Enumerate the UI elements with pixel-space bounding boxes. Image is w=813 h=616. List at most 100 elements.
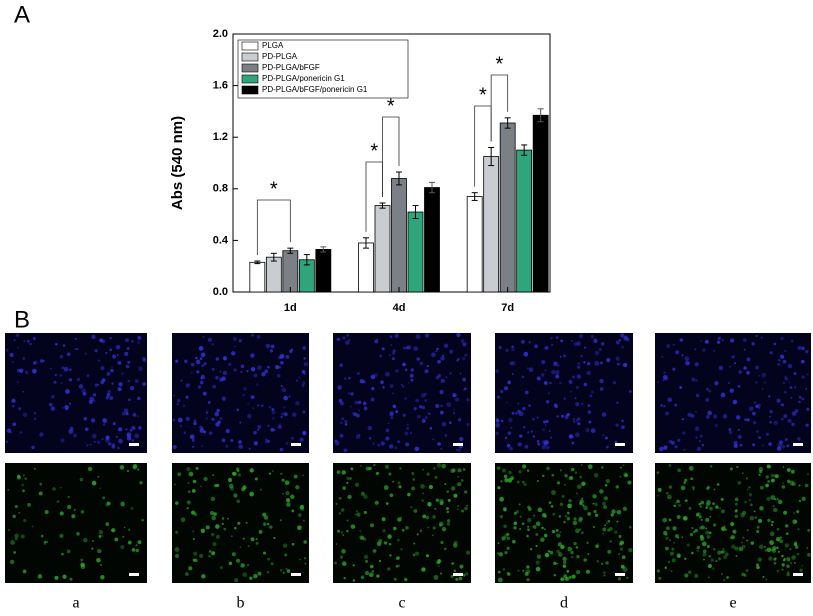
bar — [315, 249, 332, 293]
cell — [127, 540, 132, 545]
cell — [419, 529, 423, 532]
cell — [541, 474, 545, 478]
cell — [289, 349, 293, 353]
cell — [742, 338, 747, 342]
cell — [691, 551, 694, 555]
cell — [39, 359, 44, 363]
cell — [291, 436, 294, 440]
cell — [672, 367, 676, 371]
cell — [517, 442, 522, 447]
cell — [196, 370, 200, 374]
cell — [200, 374, 206, 380]
cell — [108, 442, 112, 446]
cell — [602, 527, 607, 532]
cell — [535, 544, 538, 548]
cell — [192, 479, 197, 484]
cell — [748, 486, 751, 489]
cell — [355, 510, 359, 513]
cell — [240, 563, 245, 568]
cell — [266, 570, 270, 574]
cell — [267, 424, 270, 427]
cell — [598, 348, 602, 351]
cell — [561, 414, 564, 418]
cell — [299, 558, 301, 561]
cell — [121, 372, 124, 375]
cell — [120, 501, 126, 507]
cell — [574, 397, 577, 400]
cell — [535, 521, 541, 527]
cell — [350, 392, 354, 396]
cell — [778, 440, 784, 445]
cell — [388, 354, 391, 357]
cell — [59, 533, 64, 539]
cell — [536, 376, 541, 381]
cell — [694, 573, 699, 578]
cell — [550, 336, 553, 340]
cell — [754, 516, 757, 519]
cell — [696, 549, 700, 553]
cell — [97, 359, 101, 362]
cell — [228, 561, 233, 566]
cell — [797, 528, 800, 531]
cell — [175, 553, 180, 559]
cell — [619, 540, 625, 545]
cell — [100, 366, 105, 371]
micrograph — [5, 333, 147, 453]
cell — [59, 511, 64, 516]
cell — [213, 512, 217, 516]
cell — [176, 398, 181, 403]
cell — [445, 376, 448, 379]
cell — [33, 467, 36, 470]
cell — [753, 401, 757, 405]
cell — [656, 471, 660, 474]
cell — [281, 478, 285, 482]
cell — [383, 485, 389, 490]
cell — [365, 466, 370, 471]
cell — [790, 339, 794, 343]
cell — [11, 398, 16, 403]
cell — [464, 506, 468, 511]
cell — [410, 368, 414, 372]
cell — [359, 530, 362, 532]
cell — [466, 398, 470, 402]
cell — [757, 518, 763, 523]
cell — [547, 392, 550, 395]
cell — [705, 339, 709, 344]
cell — [556, 533, 561, 538]
cell — [389, 493, 394, 498]
cell — [124, 338, 130, 343]
cell — [249, 576, 253, 580]
cell — [240, 364, 245, 369]
bar — [282, 250, 299, 293]
cell — [769, 351, 773, 355]
cell — [280, 415, 283, 419]
cell — [111, 366, 113, 368]
cell — [705, 414, 710, 419]
significance-label: * — [496, 53, 504, 75]
cell — [434, 475, 438, 479]
cell — [416, 357, 420, 361]
cell — [14, 505, 18, 509]
cell — [452, 394, 456, 397]
cell — [272, 470, 274, 472]
cell — [354, 400, 359, 405]
cell — [351, 412, 354, 415]
cell — [695, 513, 700, 517]
cell — [757, 406, 761, 410]
cell — [570, 555, 574, 559]
cell — [663, 405, 666, 408]
cell — [453, 493, 458, 498]
cell — [497, 542, 500, 545]
cell — [382, 529, 386, 533]
cell — [568, 380, 573, 385]
cell — [458, 576, 463, 581]
cell — [295, 485, 300, 490]
cell — [668, 485, 673, 489]
cell — [556, 481, 561, 485]
significance-label: * — [479, 84, 487, 106]
cell — [679, 338, 684, 342]
cell — [805, 350, 809, 354]
cell — [412, 553, 416, 557]
cell — [798, 484, 801, 487]
cell — [22, 390, 25, 393]
